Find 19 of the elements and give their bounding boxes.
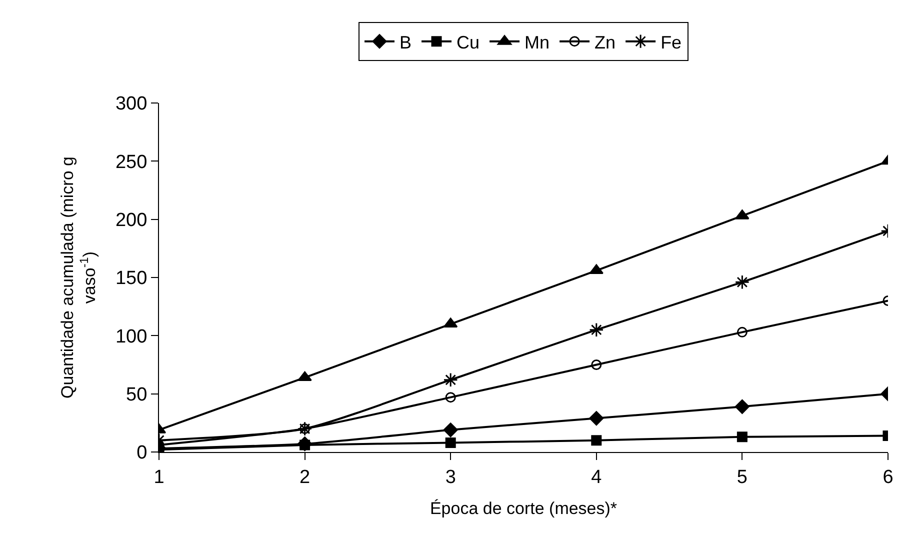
legend-label: Fe bbox=[660, 32, 682, 52]
x-tick-label: 4 bbox=[591, 466, 602, 488]
y-tick-label: 100 bbox=[115, 326, 148, 348]
legend-label: Cu bbox=[456, 32, 480, 52]
x-tick-label: 1 bbox=[154, 466, 164, 488]
y-tick-label: 300 bbox=[115, 94, 148, 115]
x-tick-label: 3 bbox=[445, 466, 456, 488]
x-axis-title: Época de corte (meses)* bbox=[430, 499, 618, 518]
x-tick-label: 2 bbox=[300, 466, 310, 488]
legend-label: Zn bbox=[594, 32, 616, 52]
y-tick-label: 250 bbox=[115, 152, 148, 173]
x-tick-label: 6 bbox=[882, 466, 894, 488]
x-tick-label: 5 bbox=[736, 466, 748, 488]
legend-label: Mn bbox=[524, 32, 550, 52]
y-tick-label: 0 bbox=[136, 442, 148, 464]
y-tick-label: 50 bbox=[126, 384, 148, 406]
legend-label: B bbox=[400, 32, 412, 52]
y-tick-label: 150 bbox=[115, 268, 148, 290]
y-tick-label: 200 bbox=[115, 210, 148, 231]
